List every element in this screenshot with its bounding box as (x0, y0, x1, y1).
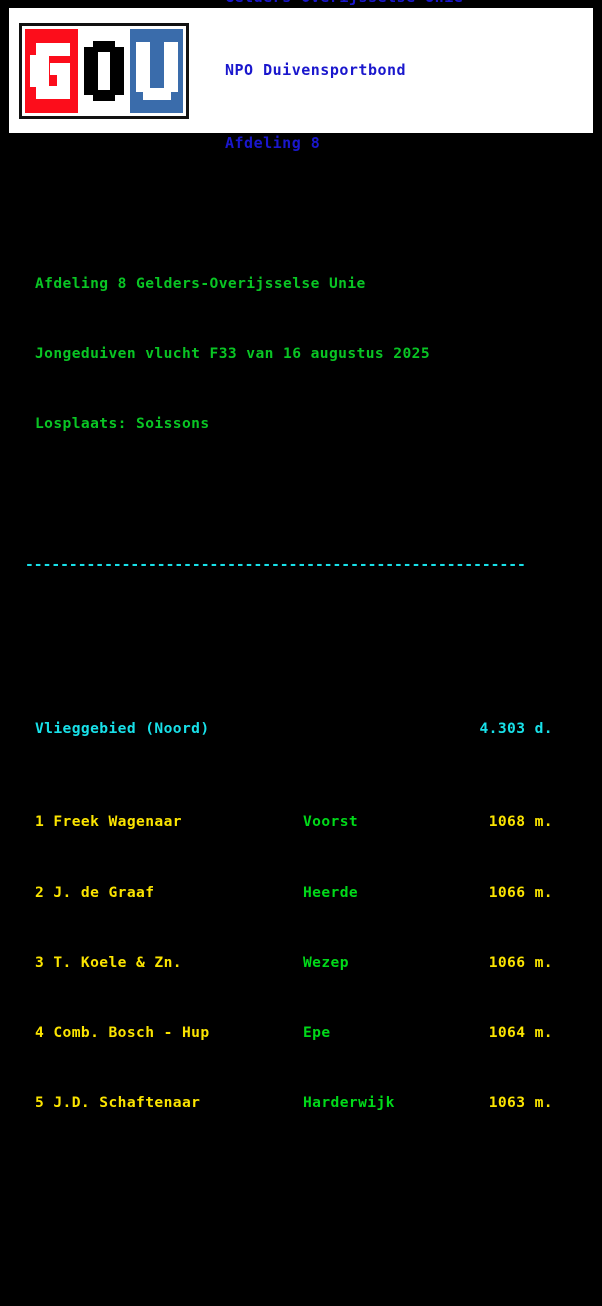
intro-block: Afdeling 8 Gelders-Overijsselse Unie Jon… (9, 225, 593, 482)
logo-panel-blue (130, 28, 184, 113)
row-name: Freek Wagenaar (53, 813, 182, 831)
row-rank: 1 (35, 813, 45, 831)
logo-inner (25, 28, 184, 113)
table-row: 3 T. Koele & Zn. Wezep 1066 m. (35, 951, 593, 974)
section-title: Vlieggebied (Noord) (35, 719, 210, 737)
pigeon-race-result-page: Gelders-Overijsselse Unie NPO Duivenspor… (9, 0, 593, 1306)
row-name: J. de Graaf (53, 883, 155, 901)
section-pigeon-count: 2.753 d. (453, 1302, 553, 1306)
row-name: T. Koele & Zn. (53, 953, 182, 971)
table-row: 5 J.D. Schaftenaar Harderwijk 1063 m. (35, 1091, 593, 1114)
row-speed: 1063 m. (488, 1094, 553, 1112)
header-title-line-3: Afdeling 8 (225, 134, 321, 153)
section-pigeon-count: 4.303 d. (479, 719, 553, 737)
logo-letter-u-icon (135, 41, 178, 100)
row-place: Epe (303, 1024, 331, 1042)
gou-logo (19, 22, 189, 119)
row-rank-name: 2 J. de Graaf (35, 881, 303, 904)
row-speed: 1064 m. (488, 1024, 553, 1042)
intro-line-1: Afdeling 8 Gelders-Overijsselse Unie (35, 275, 366, 293)
row-rank: 2 (35, 883, 45, 901)
logo-letter-g-icon (30, 42, 72, 99)
divider-top: ----------------------------------------… (25, 555, 526, 573)
section-noord: Vlieggebied (Noord) 4.303 d. 1 Freek Wag… (9, 670, 593, 1162)
header-title-line-2: NPO Duivensportbond (225, 61, 407, 80)
logo-panel-white (77, 28, 131, 113)
row-speed: 1066 m. (488, 883, 553, 901)
row-rank-name: 4 Comb. Bosch - Hup (35, 1021, 303, 1044)
intro-line-3: Losplaats: Soissons (35, 415, 210, 433)
row-name: J.D. Schaftenaar (53, 1094, 201, 1112)
header-band: Gelders-Overijsselse Unie NPO Duivenspor… (9, 0, 593, 152)
table-row: 4 Comb. Bosch - Hup Epe 1064 m. (35, 1021, 593, 1044)
header-title-block: Gelders-Overijsselse Unie NPO Duivenspor… (225, 0, 463, 204)
row-rank: 4 (35, 1024, 45, 1042)
row-place: Heerde (303, 883, 359, 901)
section-header-zuid: Vlieggebied (Zuid) 2.753 d. (35, 1302, 593, 1306)
row-rank-name: 5 J.D. Schaftenaar (35, 1091, 303, 1114)
row-rank-name: 3 T. Koele & Zn. (35, 951, 303, 974)
row-place: Wezep (303, 953, 349, 971)
table-row: 2 J. de Graaf Heerde 1066 m. (35, 881, 593, 904)
result-body: Afdeling 8 Gelders-Overijsselse Unie Jon… (9, 133, 593, 1306)
row-rank: 5 (35, 1094, 45, 1112)
logo-letter-o-icon (84, 40, 124, 101)
row-rank-name: 1 Freek Wagenaar (35, 810, 303, 833)
row-name: Comb. Bosch - Hup (53, 1024, 210, 1042)
table-row: 1 Freek Wagenaar Voorst 1068 m. (35, 810, 593, 833)
row-rank: 3 (35, 953, 45, 971)
intro-line-2: Jongeduiven vlucht F33 van 16 augustus 2… (35, 345, 431, 363)
section-header-noord: Vlieggebied (Noord) 4.303 d. (35, 717, 593, 740)
row-speed: 1066 m. (488, 953, 553, 971)
section-title: Vlieggebied (Zuid) (35, 1302, 303, 1306)
header-title-line-1: Gelders-Overijsselse Unie (225, 0, 463, 10)
row-place: Harderwijk (303, 1094, 395, 1112)
section-zuid: Vlieggebied (Zuid) 2.753 d. 1 Eijerkamp … (9, 1255, 593, 1306)
row-speed: 1068 m. (488, 813, 553, 831)
row-place: Voorst (303, 813, 359, 831)
logo-panel-red (25, 28, 78, 113)
